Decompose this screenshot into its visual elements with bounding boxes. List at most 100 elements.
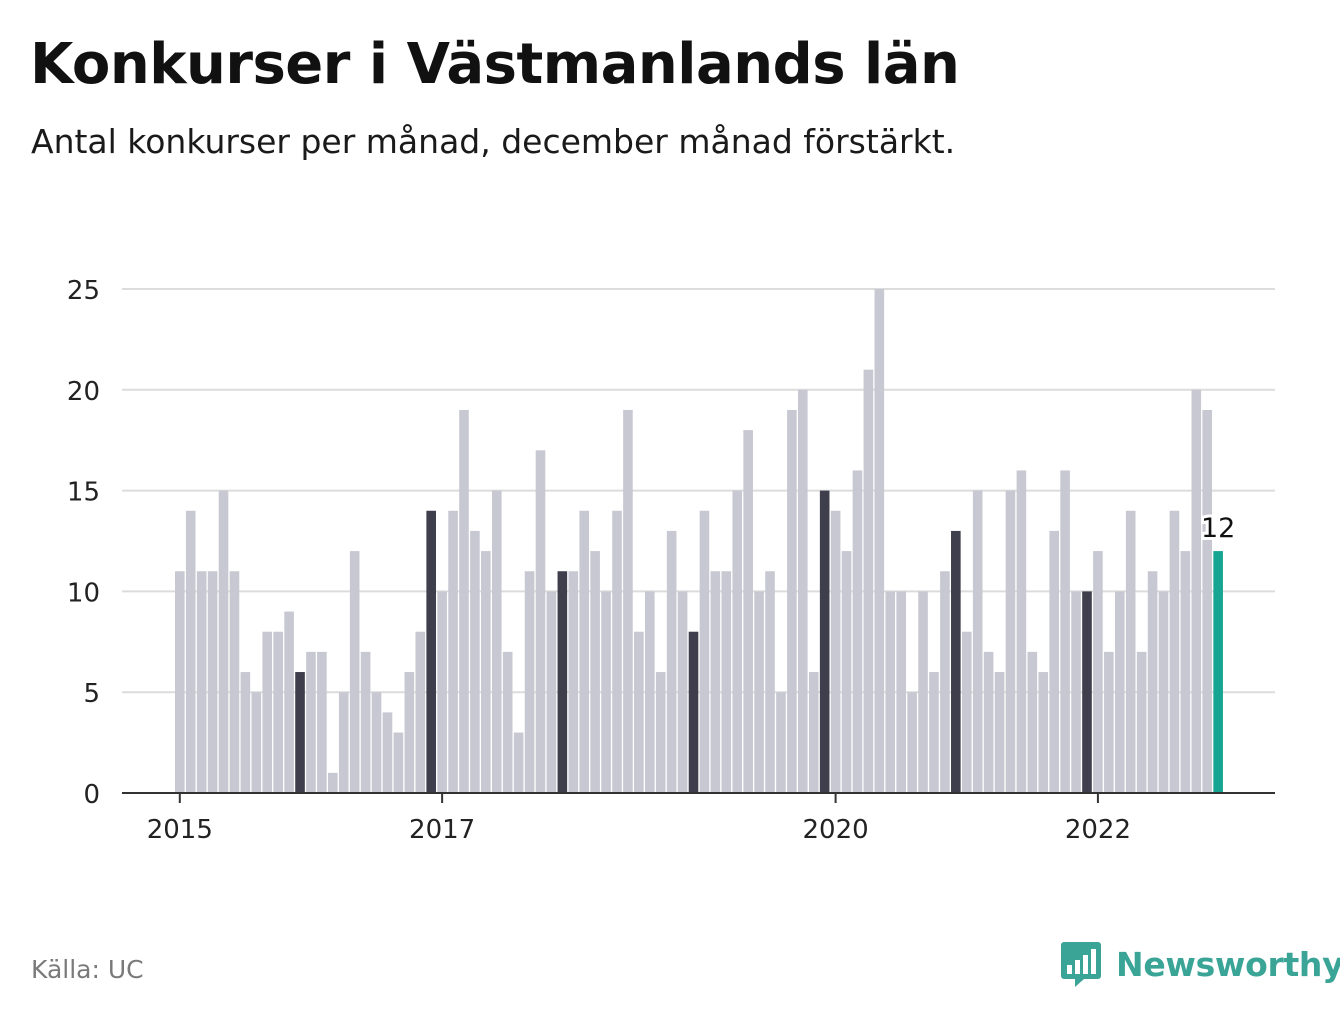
- bar: [1016, 470, 1027, 793]
- bar: [546, 591, 557, 793]
- bar: [798, 389, 808, 793]
- bar: [1093, 551, 1103, 793]
- bar: [470, 530, 480, 793]
- bar: [229, 571, 240, 793]
- bar: [940, 571, 950, 793]
- x-tick-label: 2017: [409, 815, 475, 845]
- bar: [185, 510, 196, 793]
- bar: [317, 651, 327, 793]
- bar-december: [951, 530, 961, 793]
- latest-value-label: 12: [1201, 513, 1235, 544]
- bar: [568, 571, 579, 793]
- bar: [994, 672, 1005, 793]
- x-tick-label: 2015: [147, 815, 213, 845]
- bar: [371, 692, 382, 793]
- bar-december: [819, 490, 830, 793]
- bar: [1202, 409, 1213, 793]
- bar: [896, 591, 906, 793]
- y-tick-label: 25: [67, 276, 100, 306]
- bar: [1169, 510, 1180, 793]
- bar: [655, 672, 666, 793]
- bar: [590, 551, 600, 793]
- bar: [535, 450, 546, 793]
- bar: [382, 712, 393, 793]
- bar: [284, 611, 294, 793]
- y-tick-label: 20: [67, 377, 100, 407]
- bar: [1071, 591, 1081, 793]
- bar: [251, 692, 262, 793]
- bar: [513, 732, 524, 793]
- bar-december: [295, 672, 305, 793]
- bar: [262, 631, 273, 793]
- bar: [273, 631, 283, 793]
- bar: [677, 591, 688, 793]
- bar: [699, 510, 710, 793]
- bar-december: [557, 571, 568, 793]
- bar: [907, 692, 917, 793]
- bar: [306, 651, 316, 793]
- y-tick-label: 10: [67, 578, 100, 608]
- bar: [863, 369, 874, 793]
- data-labels: 12: [1198, 510, 1238, 547]
- bar: [1104, 651, 1114, 793]
- bar: [218, 490, 229, 793]
- bar: [732, 490, 743, 793]
- bar: [961, 631, 972, 793]
- bar: [721, 571, 732, 793]
- bar: [437, 591, 447, 793]
- bar: [1027, 651, 1038, 793]
- bar: [1158, 591, 1169, 793]
- bar: [481, 551, 491, 793]
- bar: [1049, 530, 1059, 793]
- bar-december: [688, 631, 699, 793]
- source-note: Källa: UC: [31, 955, 144, 984]
- bar: [765, 571, 775, 793]
- brand-name: Newsworthy: [1116, 944, 1340, 984]
- bar: [459, 409, 469, 793]
- bar-december: [426, 510, 436, 793]
- y-tick-label: 15: [67, 478, 100, 508]
- bar: [808, 672, 819, 793]
- bar: [710, 571, 721, 793]
- bar: [1038, 672, 1049, 793]
- bar: [754, 591, 764, 793]
- bar: [415, 631, 426, 793]
- bar: [448, 510, 458, 793]
- bar-chart-speech-bubble-icon: [1061, 942, 1101, 987]
- bar: [852, 470, 863, 793]
- bar: [1060, 470, 1070, 793]
- bar-latest: [1213, 551, 1223, 793]
- x-tick-label: 2020: [803, 815, 869, 845]
- axes: 0 5 10 15 20 25 2015 2017 2020 2022: [67, 276, 1275, 845]
- bar: [349, 551, 360, 793]
- bar: [1114, 591, 1125, 793]
- bar: [1136, 651, 1147, 793]
- bar: [776, 692, 786, 793]
- bar: [196, 571, 207, 793]
- bar: [918, 591, 928, 793]
- bar: [612, 510, 622, 793]
- brand-logo[interactable]: Newsworthy: [1060, 940, 1340, 988]
- bar-chart: 0 5 10 15 20 25 2015 2017 2020 2022 12: [67, 276, 1275, 845]
- bar: [328, 772, 338, 793]
- bar: [393, 732, 404, 793]
- bar: [601, 591, 611, 793]
- bar: [404, 672, 415, 793]
- bars: [175, 289, 1223, 793]
- bar: [972, 490, 983, 793]
- bar: [240, 672, 251, 793]
- bar: [1005, 490, 1016, 793]
- bar: [787, 409, 797, 793]
- bar: [360, 651, 371, 793]
- bar: [623, 409, 633, 793]
- bar: [874, 289, 885, 793]
- bar: [743, 430, 753, 793]
- bar: [983, 651, 994, 793]
- bar: [929, 672, 939, 793]
- bar: [338, 692, 349, 793]
- bar-december: [1082, 591, 1092, 793]
- bar: [634, 631, 644, 793]
- bar: [830, 510, 841, 793]
- bar: [579, 510, 590, 793]
- bar: [1191, 389, 1202, 793]
